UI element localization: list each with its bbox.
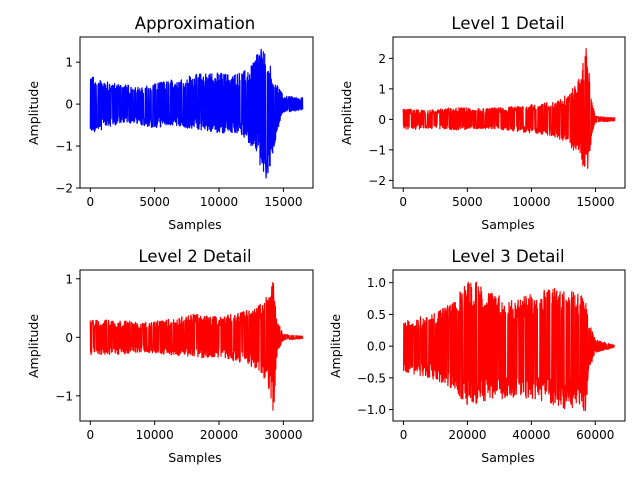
x-tick-label: 15000 [264,195,302,209]
x-tick-label: 10000 [136,428,174,442]
x-tick-label: 0 [86,195,94,209]
subplot-title: Level 3 Detail [451,247,564,266]
x-tick-label: 15000 [576,195,614,209]
axes-frame [392,36,626,189]
y-tick-label: 1.0 [367,276,386,290]
x-tick-label: 20000 [448,428,486,442]
y-axis-label: Amplitude [26,314,41,378]
y-tick-label: −0.5 [357,371,386,385]
y-tick-label: 0.0 [367,340,386,354]
y-tick-label: −1 [368,143,386,157]
y-tick-label: 0 [65,98,73,112]
y-tick-label: 2 [378,52,386,66]
x-tick-label: 10000 [512,195,550,209]
signal-line [89,282,304,411]
x-tick-label: 40000 [512,428,550,442]
x-tick-label: 0 [400,428,408,442]
signal-line [402,281,615,412]
subplot-level-2-detail: Level 2 Detail Samples Amplitude 0 10000 2… [26,247,314,465]
subplot-title: Approximation [135,14,255,33]
subplot-title: Level 1 Detail [451,14,564,33]
signal-line [89,48,304,179]
y-tick-label: −1 [55,140,73,154]
x-tick-label: 10000 [200,195,238,209]
x-tick-label: 20000 [200,428,238,442]
x-axis-label: Samples [481,217,534,232]
axes-frame [79,36,314,189]
y-tick-label: −2 [368,174,386,188]
x-tick-label: 5000 [139,195,170,209]
axes-frame [79,269,314,422]
y-tick-label: −2 [55,182,73,196]
x-tick-label: 60000 [576,428,614,442]
subplot-level-1-detail: Level 1 Detail Samples Amplitude 0 5000 10… [339,14,626,232]
y-tick-label: 1 [378,82,386,96]
x-axis-label: Samples [168,217,221,232]
subplot-level-3-detail: Level 3 Detail Samples Amplitude 0 20000 4… [328,247,626,465]
subplot-approximation: Approximation Samples Amplitude 0 5000 100… [26,14,314,232]
axes-frame [392,269,626,422]
signal-line [402,48,616,169]
x-tick-label: 0 [86,428,94,442]
x-tick-label: 0 [399,195,407,209]
y-tick-label: 1 [65,272,73,286]
subplot-title: Level 2 Detail [138,247,251,266]
x-tick-label: 30000 [264,428,302,442]
y-tick-label: 1 [65,56,73,70]
y-tick-label: 0.5 [367,308,386,322]
x-tick-label: 5000 [452,195,483,209]
y-tick-label: 0 [65,331,73,345]
y-tick-label: −1 [55,389,73,403]
y-axis-label: Amplitude [339,81,354,145]
y-tick-label: 0 [378,113,386,127]
y-axis-label: Amplitude [328,314,343,378]
x-axis-label: Samples [481,450,534,465]
y-tick-label: −1.0 [357,403,386,417]
y-axis-label: Amplitude [26,81,41,145]
x-axis-label: Samples [168,450,221,465]
